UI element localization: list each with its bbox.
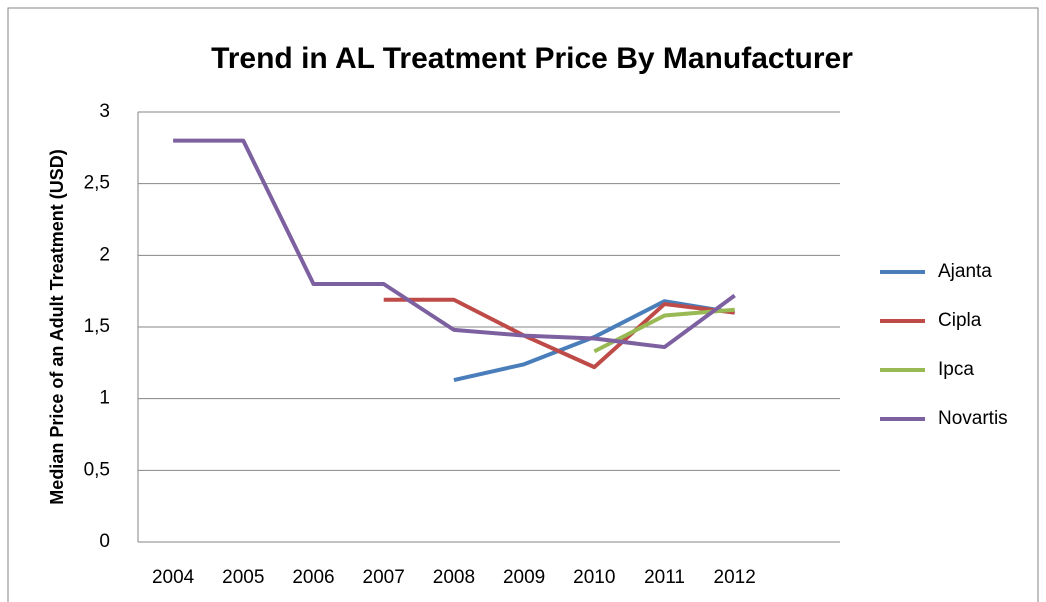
x-tick-label: 2006 — [292, 567, 334, 588]
legend-label: Novartis — [938, 408, 1008, 429]
series-line — [383, 297, 735, 370]
x-tick-label: 2005 — [222, 567, 264, 588]
legend-label: Cipla — [938, 310, 982, 331]
y-axis-label: Median Price of an Adult Treatment (USD) — [47, 149, 67, 504]
chart-title: Trend in AL Treatment Price By Manufactu… — [211, 42, 853, 75]
y-tick-label: 0,5 — [84, 459, 110, 480]
x-tick-label: 2007 — [363, 567, 405, 588]
series-line — [173, 138, 736, 350]
x-tick-label: 2009 — [503, 567, 545, 588]
x-tick-label: 2004 — [152, 567, 195, 588]
x-tick-label: 2011 — [644, 567, 685, 588]
y-tick-label: 2,5 — [84, 173, 110, 194]
y-tick-label: 1 — [99, 388, 110, 409]
legend-label: Ipca — [938, 359, 974, 380]
legend-label: Ajanta — [938, 261, 992, 282]
y-tick-label: 1,5 — [84, 316, 110, 337]
y-tick-label: 3 — [99, 101, 110, 122]
chart-border — [7, 7, 1039, 602]
x-tick-label: 2008 — [433, 567, 475, 588]
x-tick-label: 2012 — [714, 567, 756, 588]
x-tick-label: 2010 — [573, 567, 615, 588]
y-tick-label: 0 — [99, 531, 110, 552]
y-tick-label: 2 — [99, 244, 110, 265]
